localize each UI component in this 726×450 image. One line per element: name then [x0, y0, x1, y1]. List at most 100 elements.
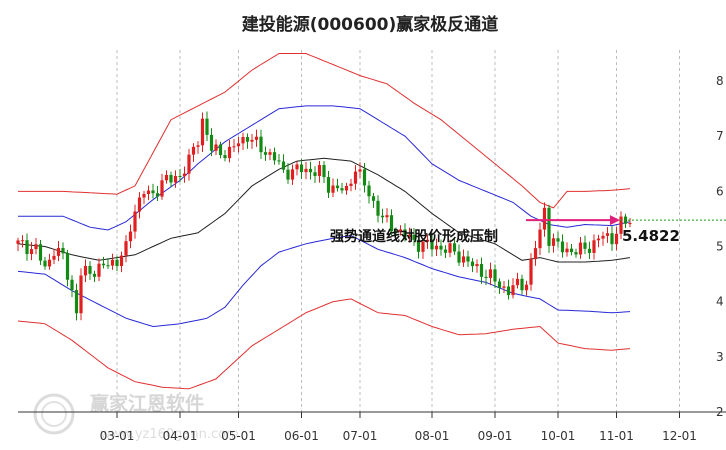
candle-body — [452, 243, 457, 252]
resistance-arrowhead — [610, 215, 620, 226]
candle-body — [578, 242, 583, 255]
candle-body — [205, 118, 209, 135]
candle-body — [470, 261, 475, 267]
series-outer_lower — [17, 298, 631, 390]
candle-body — [434, 245, 439, 250]
x-tick-labels: 03-01 04-01 05-01 06-01 07-01 08-01 09-01 10-01… — [100, 412, 697, 443]
candle-body — [218, 144, 223, 156]
candle-body — [403, 229, 407, 238]
y-tick-label: 8 — [716, 74, 724, 88]
candle-body — [173, 175, 178, 183]
candle-body — [371, 196, 376, 201]
y-tick-label: 7 — [716, 129, 724, 143]
candle-body — [326, 177, 331, 193]
candle-body — [574, 252, 578, 255]
candle-body — [601, 235, 605, 239]
candle-body — [209, 134, 214, 151]
annotation-text: 强势通道线对股价形成压制 — [330, 228, 498, 245]
candles — [16, 111, 632, 321]
candle-body — [340, 188, 344, 191]
candle-body — [124, 241, 128, 256]
series-outer_upper — [18, 53, 631, 209]
y-tick-labels: 8 7 6 5 4 3 2 — [716, 74, 724, 419]
candle-body — [614, 233, 619, 245]
candle-body — [232, 146, 236, 148]
candle-body — [376, 200, 380, 216]
candle-body — [331, 185, 335, 193]
candle-body — [592, 240, 596, 253]
candle-body — [439, 245, 443, 250]
candle-body — [52, 255, 56, 260]
candle-body — [286, 169, 290, 180]
candle-body — [416, 239, 421, 252]
candle-body — [551, 238, 556, 246]
candle-body — [16, 240, 20, 244]
candle-body — [425, 239, 430, 242]
candle-body — [542, 207, 547, 230]
candle-body — [295, 164, 299, 170]
candle-body — [178, 175, 182, 177]
y-tick-label: 6 — [716, 184, 724, 198]
x-tick-label: 12-01 — [662, 429, 697, 443]
candle-body — [142, 194, 146, 198]
candle-body — [29, 249, 34, 255]
candle-body — [155, 193, 160, 197]
candle-body — [245, 137, 250, 142]
candle-body — [529, 259, 533, 285]
watermark-name: 赢家江恩软件 — [90, 392, 204, 415]
x-tick-label: 03-01 — [100, 429, 135, 443]
candle-body — [493, 269, 497, 282]
candle-body — [556, 238, 560, 242]
candle-body — [146, 190, 151, 195]
candle-body — [106, 265, 110, 267]
candle-body — [448, 243, 452, 253]
candle-body — [475, 264, 479, 267]
x-tick-label: 07-01 — [343, 429, 378, 443]
candle-body — [196, 145, 200, 147]
candle-body — [466, 256, 470, 262]
candle-body — [182, 173, 187, 177]
watermark: 赢家江恩软件 www.yz160gann.com — [33, 392, 239, 442]
candle-body — [236, 143, 241, 147]
candle-body — [34, 244, 38, 250]
candle-body — [74, 290, 79, 314]
y-tick-label: 4 — [716, 295, 724, 309]
watermark-logo — [33, 393, 75, 435]
x-tick-label: 08-01 — [415, 429, 450, 443]
candle-body — [61, 247, 65, 254]
x-tick-label: 04-01 — [163, 429, 198, 443]
watermark-url: www.yz160gann.com — [100, 427, 239, 442]
candle-body — [160, 180, 164, 197]
candle-body — [223, 155, 227, 159]
candle-body — [313, 172, 317, 176]
candle-body — [511, 285, 515, 296]
y-tick-label: 5 — [716, 240, 724, 254]
candle-body — [385, 215, 389, 218]
candle-body — [461, 256, 466, 263]
annotation-price: 5.4822 — [622, 227, 680, 245]
candle-body — [169, 174, 173, 183]
candle-body — [115, 259, 119, 267]
candle-body — [308, 168, 313, 173]
x-tick-label: 10-01 — [541, 429, 576, 443]
candle-body — [398, 229, 403, 233]
candle-body — [583, 242, 587, 249]
candle-body — [619, 216, 623, 234]
candle-body — [407, 234, 412, 238]
candle-body — [92, 273, 97, 277]
candle-body — [524, 284, 529, 291]
candle-body — [20, 240, 25, 242]
candle-body — [133, 211, 137, 232]
candle-body — [254, 136, 259, 140]
candle-body — [520, 278, 524, 291]
candle-body — [137, 197, 142, 212]
candle-body — [502, 286, 506, 288]
candle-body — [101, 263, 106, 266]
x-tick-label: 11-01 — [599, 429, 634, 443]
candle-body — [290, 169, 295, 180]
candle-body — [479, 264, 484, 277]
candle-body — [65, 253, 70, 280]
candle-body — [250, 139, 254, 142]
candle-body — [79, 275, 83, 314]
